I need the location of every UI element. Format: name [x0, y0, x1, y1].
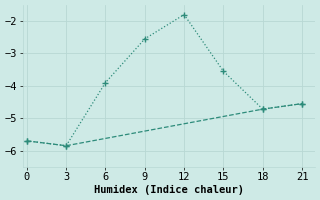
X-axis label: Humidex (Indice chaleur): Humidex (Indice chaleur)	[94, 185, 244, 195]
